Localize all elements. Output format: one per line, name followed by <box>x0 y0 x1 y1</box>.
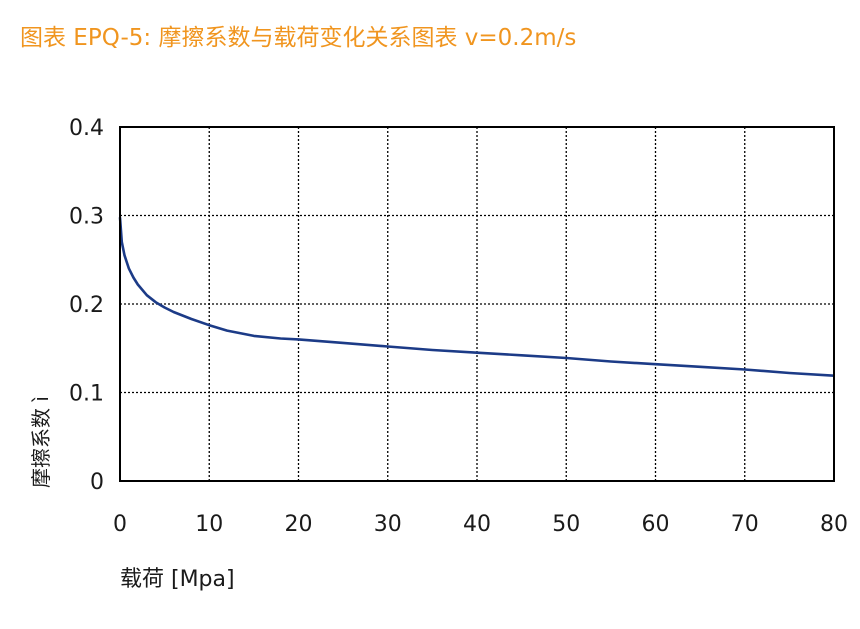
y-tick-label: 0.1 <box>69 382 104 407</box>
plot-frame <box>119 126 835 482</box>
x-tick-label: 50 <box>552 512 580 537</box>
x-tick-label: 0 <box>113 512 127 537</box>
y-tick-label: 0.3 <box>69 205 104 230</box>
x-tick-label: 40 <box>463 512 491 537</box>
x-tick-label: 60 <box>642 512 670 537</box>
x-tick-label: 80 <box>820 512 848 537</box>
y-tick-label: 0.4 <box>69 116 104 141</box>
x-tick-label: 30 <box>374 512 402 537</box>
x-tick-label: 10 <box>195 512 223 537</box>
y-tick-labels: 0 0.1 0.2 0.3 0.4 <box>69 116 104 495</box>
series-line <box>118 217 835 377</box>
y-tick-label: 0 <box>90 470 104 495</box>
chart-title: 图表 EPQ-5: 摩擦系数与载荷变化关系图表 v=0.2m/s <box>20 25 577 51</box>
series-layer <box>118 217 835 377</box>
x-tick-label: 70 <box>731 512 759 537</box>
y-tick-label: 0.2 <box>69 293 104 318</box>
grid-lines <box>120 127 834 481</box>
y-axis-label: 摩擦系数 ì <box>29 396 53 488</box>
x-axis-label: 载荷 [Mpa] <box>120 567 235 592</box>
x-tick-label: 20 <box>285 512 313 537</box>
x-tick-labels: 0 10 20 30 40 50 60 70 80 <box>113 512 848 537</box>
